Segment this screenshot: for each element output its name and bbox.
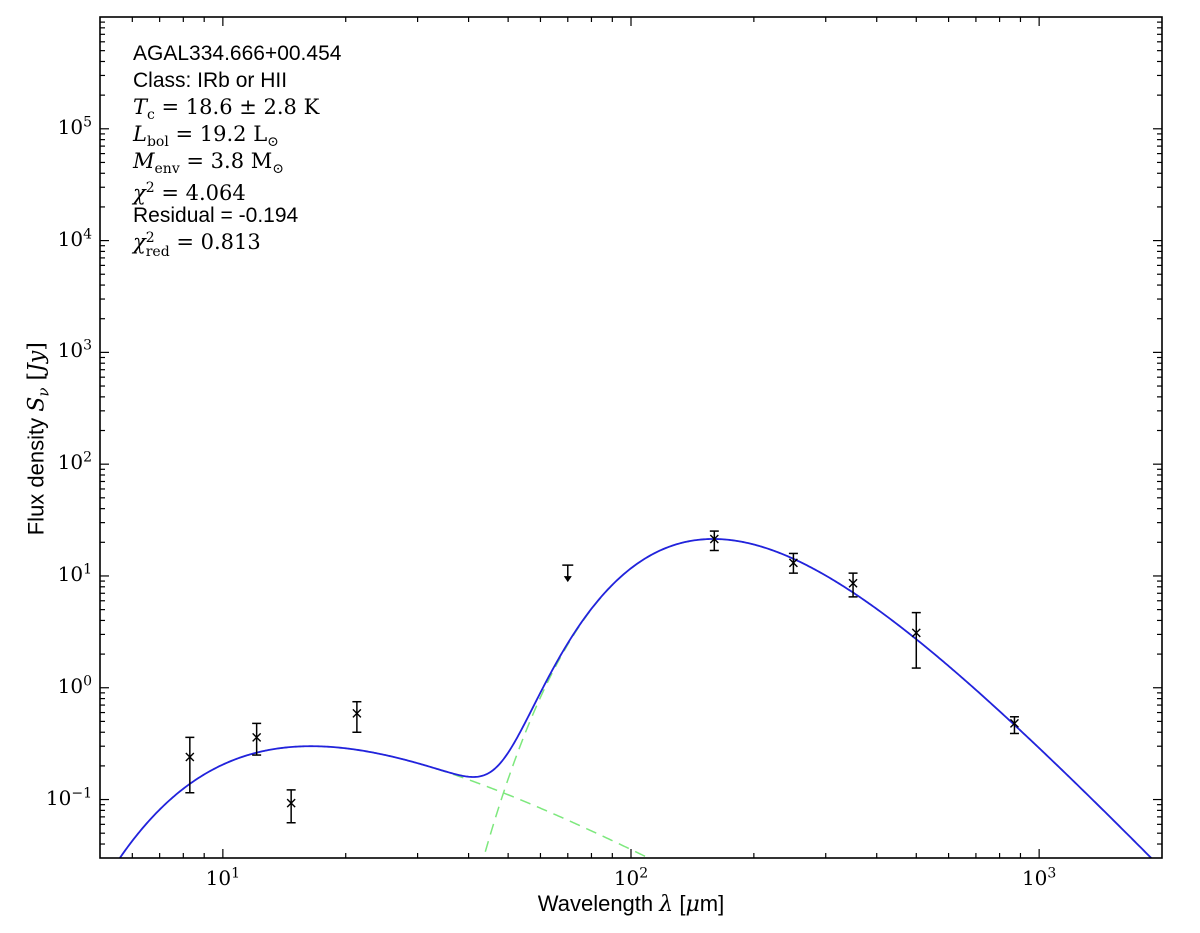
y-tick-label: 100 [57,673,92,698]
class-label: Class: IRb or HII [133,69,288,92]
fit-parameters-annotation: AGAL334.666+00.454 Class: IRb or HII Tc … [133,40,342,260]
data-point-errorbar [911,611,921,669]
y-tick-label: 102 [57,449,92,475]
x-tick-label: 102 [613,865,649,890]
data-point-errorbar [252,722,262,756]
upper-limit-marker [562,564,574,583]
y-tick-label: 101 [57,561,92,586]
envelope-mass-line: Menv = 3.8 M⊙ [133,149,285,178]
reduced-chi-squared-line: χ 2 red = 0.813 [133,229,261,260]
model-total-curve [118,538,1153,858]
y-tick-label: 103 [57,337,92,363]
data-point-errorbar [286,789,296,824]
axes-frame-and-ticks [99,16,1163,859]
data-point-errorbar [848,572,858,598]
x-tick-label: 103 [1021,865,1057,890]
data-point-errorbar [352,700,362,733]
sed-model-total-curve [118,538,1153,858]
bolometric-luminosity-line: Lbol = 19.2 L⊙ [133,122,279,151]
source-name: AGAL334.666+00.454 [133,42,342,65]
data-points [185,530,1019,824]
data-point-errorbar [709,530,719,552]
y-tick-label: 10−1 [45,784,92,810]
x-tick-label: 101 [205,865,241,890]
y-tick-label: 104 [57,225,92,251]
y-axis-label: Flux density Sν [Jy] [23,342,53,536]
data-point-errorbar [1009,716,1019,735]
y-tick-label: 105 [57,114,92,139]
chi-squared-line: χ2 = 4.064 [133,180,246,205]
data-point-errorbar [185,736,195,794]
residual-line: Residual = -0.194 [133,204,299,227]
x-axis-label: Wavelength λ [μm] [537,891,725,917]
dust-temperature-line: Tc = 18.6 ± 2.8 K [133,95,320,124]
data-point-errorbar [788,552,798,574]
